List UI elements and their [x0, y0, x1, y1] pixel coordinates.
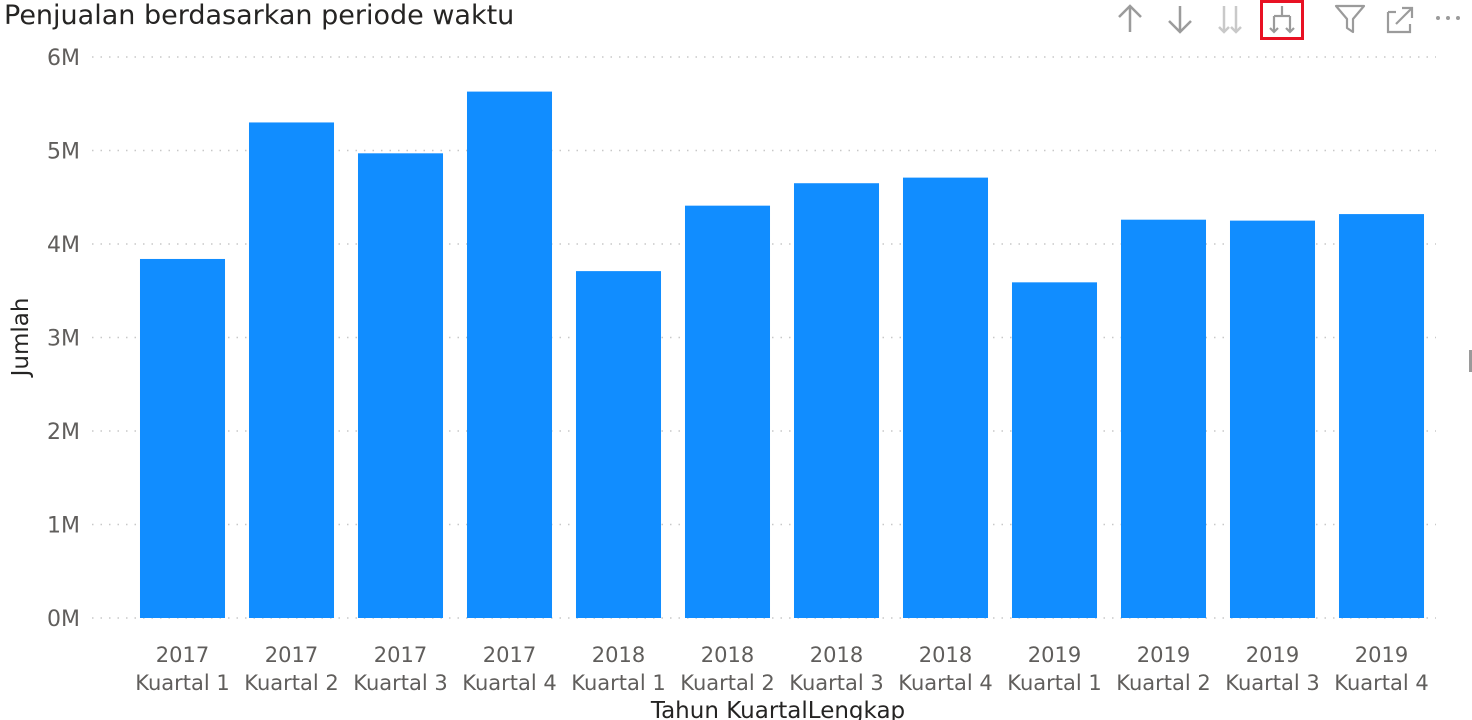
- y-tick-label: 2M: [47, 420, 80, 445]
- y-tick-label: 3M: [47, 327, 80, 352]
- chart-title: Penjualan berdasarkan periode waktu: [4, 0, 515, 31]
- bar[interactable]: [575, 271, 662, 618]
- x-tick-label-year: 2017: [265, 643, 318, 667]
- bar[interactable]: [1338, 214, 1425, 618]
- visual-toolbar: [1100, 0, 1472, 40]
- bar[interactable]: [793, 183, 880, 618]
- y-tick-label: 5M: [47, 140, 80, 165]
- x-tick-label-quarter: Kuartal 1: [135, 671, 230, 695]
- x-tick-label-quarter: Kuartal 1: [1007, 671, 1102, 695]
- x-tick-label-year: 2019: [1246, 643, 1299, 667]
- more-options-button[interactable]: [1426, 0, 1470, 40]
- bar[interactable]: [248, 122, 335, 618]
- bar[interactable]: [1229, 220, 1316, 618]
- x-tick-label-year: 2019: [1355, 643, 1408, 667]
- focus-mode-button[interactable]: [1378, 0, 1422, 40]
- x-tick-label-year: 2017: [483, 643, 536, 667]
- x-tick-label-year: 2017: [374, 643, 427, 667]
- y-tick-label: 0M: [47, 607, 80, 632]
- bar[interactable]: [902, 177, 989, 619]
- y-tick-label: 6M: [47, 46, 80, 71]
- x-tick-label-quarter: Kuartal 4: [898, 671, 993, 695]
- x-tick-label-quarter: Kuartal 3: [1225, 671, 1320, 695]
- bar[interactable]: [139, 258, 226, 618]
- bar[interactable]: [1011, 282, 1098, 618]
- y-tick-label: 4M: [47, 233, 80, 258]
- x-tick-label-year: 2019: [1028, 643, 1081, 667]
- drill-down-icon: [1168, 6, 1192, 34]
- resize-handle[interactable]: [1469, 350, 1472, 372]
- go-to-next-level-button[interactable]: [1208, 0, 1252, 40]
- x-tick-label-year: 2017: [156, 643, 209, 667]
- bar[interactable]: [684, 205, 771, 619]
- bar[interactable]: [357, 153, 444, 618]
- x-tick-label-quarter: Kuartal 3: [789, 671, 884, 695]
- drill-up-icon: [1118, 4, 1142, 32]
- x-tick-label-quarter: Kuartal 1: [571, 671, 666, 695]
- expand-next-level-button[interactable]: [1260, 0, 1304, 40]
- visual-header: Penjualan berdasarkan periode waktu: [0, 0, 1472, 44]
- focus-mode-icon: [1386, 6, 1414, 34]
- bar[interactable]: [1120, 219, 1207, 618]
- filter-icon: [1334, 4, 1366, 34]
- filter-button[interactable]: [1328, 0, 1372, 40]
- expand-next-level-icon: [1269, 6, 1295, 34]
- x-tick-label-year: 2018: [701, 643, 754, 667]
- x-tick-label-quarter: Kuartal 4: [462, 671, 557, 695]
- x-tick-label-quarter: Kuartal 4: [1334, 671, 1429, 695]
- x-tick-label-quarter: Kuartal 2: [244, 671, 339, 695]
- go-to-next-level-icon: [1218, 6, 1242, 34]
- drill-down-button[interactable]: [1158, 0, 1202, 40]
- x-tick-label-quarter: Kuartal 3: [353, 671, 448, 695]
- x-tick-label-year: 2019: [1137, 643, 1190, 667]
- drill-up-button[interactable]: [1108, 0, 1152, 40]
- y-tick-label: 1M: [47, 514, 80, 539]
- x-tick-label-year: 2018: [810, 643, 863, 667]
- x-tick-label-year: 2018: [592, 643, 645, 667]
- bar[interactable]: [466, 91, 553, 619]
- x-tick-label-quarter: Kuartal 2: [1116, 671, 1211, 695]
- y-axis-title: Jumlah: [8, 298, 34, 379]
- x-axis-title: Tahun KuartalLengkap: [650, 698, 905, 720]
- x-tick-label-quarter: Kuartal 2: [680, 671, 775, 695]
- more-options-icon: [1436, 16, 1460, 20]
- x-tick-label-year: 2018: [919, 643, 972, 667]
